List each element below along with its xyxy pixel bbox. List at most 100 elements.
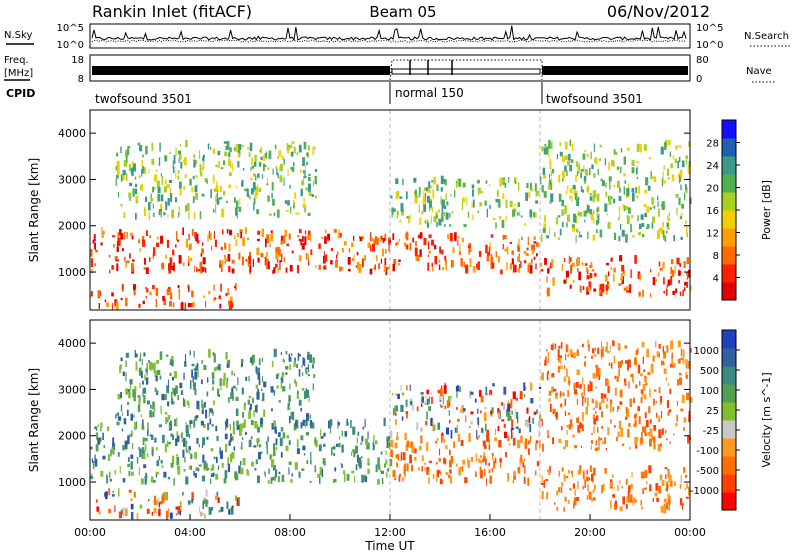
range-gate-cell [306, 460, 309, 464]
range-gate-cell [260, 252, 264, 258]
range-gate-cell [250, 188, 254, 195]
range-gate-cell [659, 401, 662, 406]
range-gate-cell [323, 443, 326, 447]
range-gate-cell [113, 244, 115, 248]
range-gate-cell [274, 426, 277, 433]
range-gate-cell [528, 262, 532, 265]
range-gate-cell [324, 229, 327, 234]
range-gate-cell [486, 429, 490, 438]
range-gate-cell [257, 230, 261, 235]
range-gate-cell [221, 462, 224, 468]
range-gate-cell [570, 471, 573, 474]
range-gate-cell [304, 171, 306, 179]
range-gate-cell [203, 460, 207, 469]
range-gate-cell [142, 239, 146, 247]
range-gate-cell [437, 209, 440, 213]
range-gate-cell [667, 215, 669, 221]
range-gate-cell [173, 477, 175, 486]
range-gate-cell [97, 424, 99, 427]
range-gate-cell [522, 462, 525, 468]
range-gate-cell [225, 443, 228, 453]
range-gate-cell [194, 232, 197, 239]
range-gate-cell [644, 189, 647, 194]
range-gate-cell [252, 397, 254, 404]
range-gate-cell [440, 405, 443, 408]
range-gate-cell [271, 423, 275, 430]
range-gate-cell [420, 427, 424, 432]
range-gate-cell [324, 236, 327, 244]
range-gate-cell [569, 419, 573, 427]
range-gate-cell [188, 212, 190, 220]
range-gate-cell [517, 256, 520, 262]
range-gate-cell [156, 242, 160, 247]
range-gate-cell [406, 463, 409, 472]
range-gate-cell [266, 443, 268, 449]
range-gate-cell [593, 288, 597, 292]
range-gate-cell [320, 436, 324, 439]
range-gate-cell [116, 174, 119, 179]
range-gate-cell [239, 460, 242, 466]
range-gate-cell [230, 160, 232, 168]
range-gate-cell [400, 405, 404, 412]
range-gate-cell [174, 370, 177, 379]
range-gate-cell [247, 147, 251, 150]
range-gate-cell [683, 349, 685, 358]
range-gate-cell [140, 370, 143, 378]
range-gate-cell [614, 387, 617, 396]
range-gate-cell [179, 188, 182, 196]
range-gate-cell [269, 455, 272, 460]
range-gate-cell [183, 159, 186, 164]
range-gate-cell [551, 259, 554, 268]
range-gate-cell [646, 226, 648, 230]
range-gate-cell [201, 399, 203, 409]
range-gate-cell [261, 451, 263, 454]
range-gate-cell [111, 303, 113, 310]
range-gate-cell [456, 463, 458, 467]
range-gate-cell [617, 217, 620, 221]
range-gate-cell [285, 366, 289, 370]
range-gate-cell [431, 267, 434, 272]
range-gate-cell [233, 421, 235, 427]
colorbar-tick-label: 16 [706, 206, 719, 217]
range-gate-cell [551, 168, 555, 174]
range-gate-cell [577, 469, 581, 475]
range-gate-cell [538, 386, 542, 389]
range-gate-cell [171, 455, 175, 465]
range-gate-cell [625, 416, 628, 420]
range-gate-cell [396, 210, 398, 219]
range-gate-cell [411, 445, 415, 453]
range-gate-cell [185, 239, 189, 248]
range-gate-cell [139, 185, 142, 190]
range-gate-cell [615, 151, 618, 155]
range-gate-cell [282, 165, 284, 170]
range-gate-cell [667, 279, 671, 286]
range-gate-cell [594, 447, 598, 452]
range-gate-cell [549, 173, 551, 179]
range-gate-cell [256, 424, 259, 428]
range-gate-cell [253, 410, 255, 417]
range-gate-cell [582, 153, 586, 160]
range-gate-cell [203, 364, 207, 370]
range-gate-cell [280, 377, 284, 384]
range-gate-cell [634, 255, 637, 264]
power-scatter [90, 110, 692, 311]
range-gate-cell [112, 494, 115, 497]
range-gate-cell [202, 154, 205, 158]
range-gate-cell [637, 271, 641, 279]
range-gate-cell [443, 439, 446, 443]
range-gate-cell [254, 468, 257, 471]
range-gate-cell [654, 389, 657, 392]
range-gate-cell [205, 409, 208, 419]
range-gate-cell [179, 144, 182, 147]
range-gate-cell [132, 163, 136, 172]
range-gate-cell [624, 345, 628, 349]
range-gate-cell [310, 234, 312, 242]
range-gate-cell [300, 407, 302, 412]
range-gate-cell [204, 514, 206, 519]
range-gate-cell [613, 267, 616, 273]
range-gate-cell [664, 467, 668, 470]
range-gate-cell [536, 409, 538, 414]
range-gate-cell [653, 398, 655, 406]
range-gate-cell [133, 285, 136, 290]
range-gate-cell [167, 508, 170, 518]
